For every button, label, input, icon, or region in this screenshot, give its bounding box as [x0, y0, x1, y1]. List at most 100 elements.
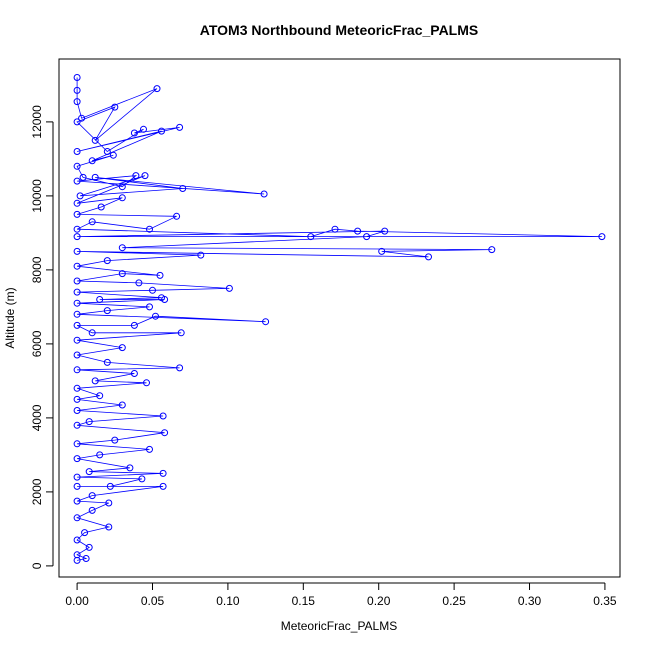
data-point-99: [159, 482, 167, 490]
data-point-78: [73, 384, 81, 392]
data-point-38: [73, 233, 81, 241]
data-point-106: [81, 529, 89, 537]
data-point-58: [161, 296, 169, 303]
data-point-7: [73, 118, 81, 126]
data-point-55: [73, 288, 81, 296]
series-line: [75, 77, 602, 561]
y-tick-label-1: 2000: [30, 478, 44, 505]
data-point-36: [354, 227, 362, 235]
data-point-93: [85, 468, 93, 476]
data-point-90: [96, 451, 104, 459]
data-point-49: [156, 271, 164, 279]
data-point-89: [146, 445, 153, 453]
data-point-46: [197, 251, 205, 259]
data-point-66: [73, 321, 81, 329]
y-tick-label-2: 4000: [30, 404, 44, 431]
data-point-5: [91, 136, 99, 144]
data-point-26: [73, 199, 81, 207]
data-point-10: [130, 129, 138, 137]
data-point-74: [73, 366, 81, 374]
data-point-51: [73, 277, 81, 285]
chart-title: ATOM3 Northbound MeteoricFrac_PALMS: [200, 22, 478, 38]
data-point-43: [378, 247, 386, 255]
data-point-47: [103, 257, 111, 265]
data-point-105: [105, 523, 113, 531]
y-tick-label-5: 10000: [30, 179, 44, 213]
x-tick-label-7: 0.35: [593, 594, 617, 608]
x-axis: 0.00 0.05 0.10 0.15 0.20 0.25 0.30 0.35: [65, 582, 617, 608]
data-point-12: [73, 148, 81, 155]
data-point-32: [88, 218, 96, 226]
data-point-17: [79, 173, 87, 181]
data-point-57: [96, 296, 104, 303]
data-point-97: [106, 482, 114, 490]
data-point-24: [76, 192, 84, 200]
y-tick-label-4: 8000: [30, 256, 44, 283]
data-point-15: [109, 151, 117, 159]
data-point-16: [73, 162, 81, 170]
x-tick-label-5: 0.25: [442, 594, 466, 608]
data-point-68: [177, 329, 185, 337]
data-point-29: [73, 210, 81, 218]
data-point-44: [425, 253, 432, 261]
data-point-67: [88, 329, 96, 337]
x-tick-label-3: 0.15: [292, 594, 316, 608]
data-point-65: [130, 321, 138, 329]
data-point-31: [146, 225, 153, 233]
data-point-40: [363, 233, 371, 241]
data-point-102: [105, 499, 113, 507]
data-point-107: [73, 536, 81, 544]
data-point-72: [103, 358, 111, 366]
data-point-13: [158, 127, 165, 135]
data-point-92: [126, 464, 134, 472]
data-point-39: [381, 227, 389, 235]
data-point-52: [135, 279, 143, 287]
data-point-45: [73, 247, 81, 255]
data-point-77: [143, 379, 150, 387]
data-point-37: [598, 233, 606, 241]
data-point-42: [488, 246, 496, 254]
data-point-100: [88, 492, 96, 500]
data-point-20: [73, 177, 81, 185]
y-axis-label: Altitude (m): [3, 287, 17, 348]
data-point-103: [88, 506, 96, 514]
data-point-87: [111, 436, 119, 444]
data-point-33: [73, 225, 81, 233]
data-point-4: [153, 85, 161, 93]
data-point-84: [85, 418, 93, 426]
x-axis-label: MeteoricFrac_PALMS: [281, 619, 397, 633]
data-point-79: [96, 392, 104, 400]
data-point-1: [73, 86, 81, 94]
data-point-104: [73, 514, 81, 522]
data-point-108: [85, 543, 93, 551]
data-point-85: [73, 421, 81, 429]
data-point-91: [73, 455, 81, 463]
data-layer: [73, 74, 606, 564]
data-point-3: [78, 114, 86, 122]
x-tick-label-4: 0.20: [367, 594, 391, 608]
data-point-34: [307, 233, 315, 241]
data-point-19: [132, 172, 140, 180]
data-point-0: [73, 74, 81, 81]
x-tick-label-2: 0.10: [216, 594, 240, 608]
data-point-73: [176, 364, 184, 372]
data-point-64: [152, 312, 159, 320]
data-point-28: [97, 203, 105, 211]
data-point-25: [141, 172, 149, 180]
data-point-48: [73, 262, 81, 270]
data-point-96: [138, 475, 146, 483]
data-point-21: [260, 190, 268, 198]
data-point-60: [146, 303, 153, 311]
data-point-69: [73, 336, 81, 344]
y-tick-label-0: 0: [30, 562, 44, 569]
data-point-63: [262, 318, 270, 326]
data-point-86: [161, 429, 169, 437]
data-point-6: [111, 103, 119, 111]
data-point-62: [73, 310, 81, 318]
data-point-54: [149, 286, 156, 294]
data-point-35: [331, 225, 339, 233]
y-axis: 0 2000 4000 6000 8000 10000 12000: [30, 105, 54, 569]
data-point-2: [73, 98, 81, 106]
data-point-88: [73, 440, 81, 448]
